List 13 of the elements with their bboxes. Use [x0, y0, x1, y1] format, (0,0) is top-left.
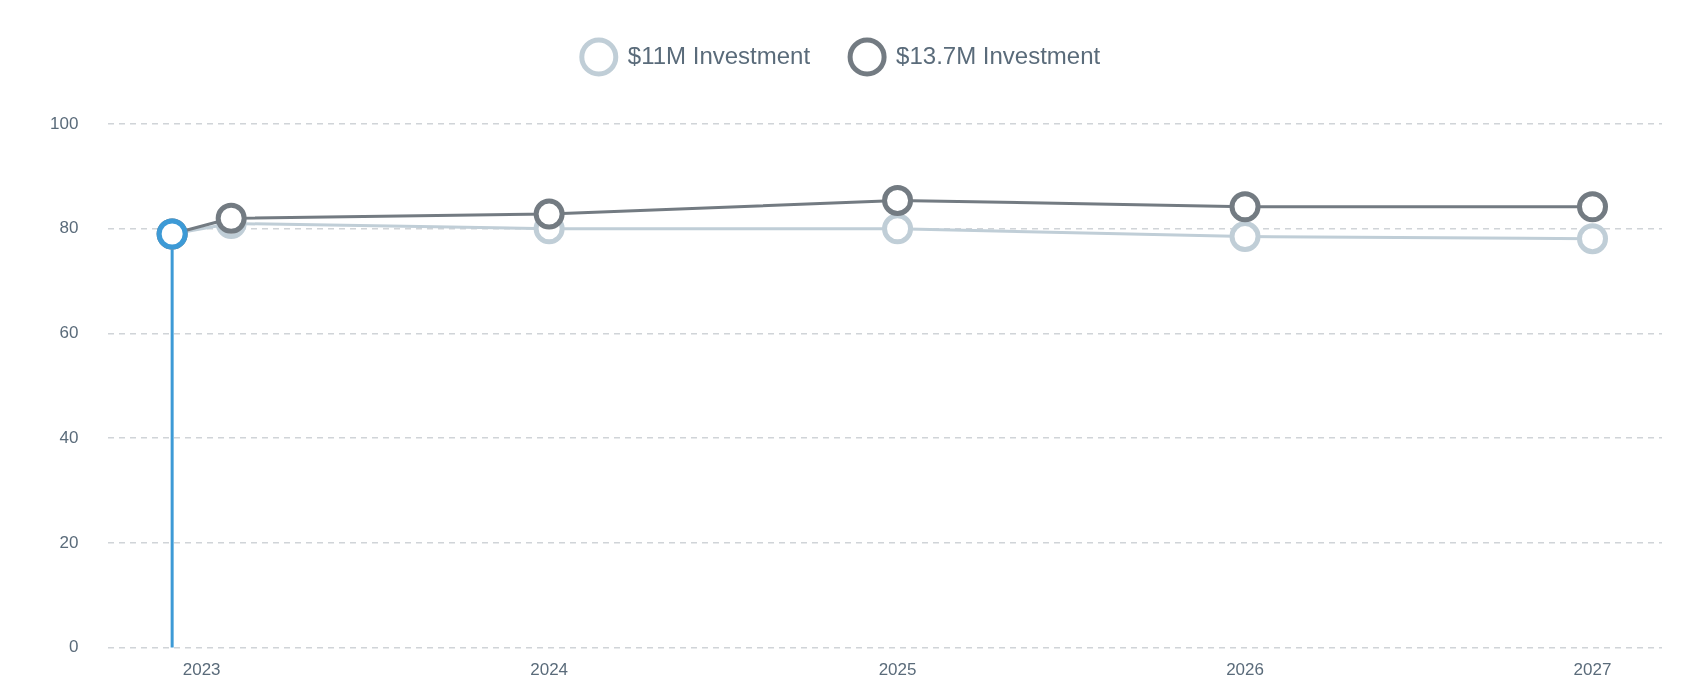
y-tick-label: 20 — [59, 532, 79, 552]
x-tick-label: 2025 — [878, 660, 917, 680]
x-tick-label: 2027 — [1573, 660, 1612, 680]
y-tick-label: 80 — [59, 218, 79, 238]
legend-label: $13.7M Investment — [896, 41, 1101, 69]
x-tick-label: 2023 — [182, 660, 221, 680]
x-tick-label: 2026 — [1226, 660, 1264, 680]
y-tick-label: 100 — [49, 113, 79, 133]
legend-label: $11M Investment — [627, 41, 811, 69]
x-tick-label: 2024 — [530, 660, 569, 680]
y-tick-label: 0 — [68, 637, 79, 657]
y-tick-label: 60 — [59, 323, 79, 343]
y-tick-label: 40 — [59, 427, 79, 447]
